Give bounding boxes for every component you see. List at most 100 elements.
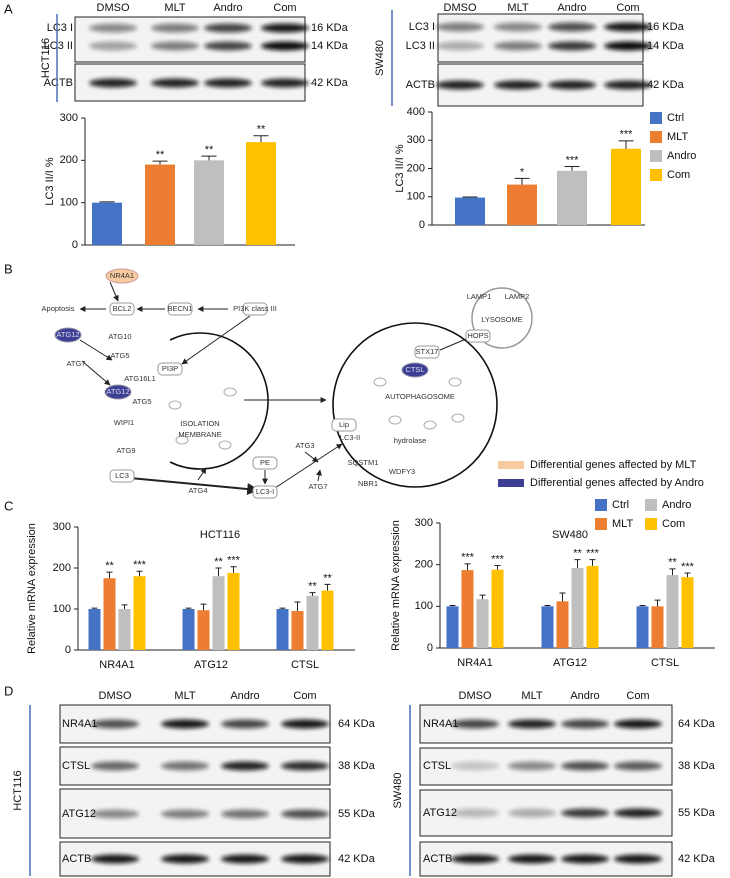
- error-bar: [294, 601, 301, 612]
- y-tick-label: 300: [53, 521, 71, 533]
- band: [281, 809, 329, 819]
- y-tick-label: 0: [65, 644, 71, 656]
- node-label: BECN1: [167, 304, 192, 313]
- bar: [557, 170, 587, 225]
- cell-line-label: HCT116: [12, 770, 24, 810]
- legend-swatch: [595, 518, 607, 530]
- error-bar: [564, 166, 580, 171]
- significance-label: ***: [566, 154, 580, 166]
- y-tick-label: 100: [415, 600, 433, 612]
- error-bar: [618, 140, 634, 149]
- bar: [507, 184, 537, 225]
- band: [614, 808, 662, 818]
- x-tick-label: ATG12: [194, 659, 228, 671]
- band: [161, 761, 209, 771]
- bar: [446, 606, 459, 648]
- band-label: ACTB: [406, 79, 435, 91]
- legend-swatch: [645, 518, 657, 530]
- band: [494, 22, 542, 32]
- node-label: ATG7: [66, 359, 85, 368]
- legend-label: Com: [667, 169, 690, 181]
- vesicle: [373, 377, 387, 387]
- lysosome-membrane: [471, 287, 533, 349]
- node-shape: [109, 302, 135, 316]
- band-label: ACTB: [62, 853, 91, 865]
- significance-label: ***: [620, 129, 634, 141]
- band: [614, 719, 662, 729]
- band: [614, 854, 662, 864]
- bar: [321, 590, 334, 650]
- x-tick-label: NR4A1: [457, 657, 492, 669]
- lane-label: Andro: [570, 690, 599, 702]
- lane-label: Com: [293, 690, 316, 702]
- band: [221, 719, 269, 729]
- error-bar: [669, 568, 676, 576]
- bar: [455, 197, 485, 225]
- lane-label: MLT: [521, 690, 542, 702]
- x-tick-label: NR4A1: [99, 659, 134, 671]
- panel-label: C: [4, 498, 13, 513]
- node-label: ISOLATION: [180, 419, 219, 428]
- node-label: LC3-I: [256, 487, 274, 496]
- significance-label: ***: [586, 548, 600, 560]
- y-tick-label: 200: [415, 559, 433, 571]
- node-shape: [104, 384, 132, 400]
- node-label: hydrolase: [394, 436, 427, 445]
- band: [561, 719, 609, 729]
- band-label: NR4A1: [62, 718, 97, 730]
- band-label: LC3 II: [44, 40, 73, 52]
- band: [221, 809, 269, 819]
- band: [91, 719, 139, 729]
- band: [561, 761, 609, 771]
- pathway-diagram: [79, 281, 533, 495]
- significance-label: **: [308, 581, 317, 593]
- significance-label: **: [214, 556, 223, 568]
- error-bar: [514, 177, 530, 185]
- arrow: [181, 315, 251, 365]
- vesicle: [223, 387, 237, 397]
- band: [91, 809, 139, 819]
- node-shape: [252, 485, 278, 499]
- band: [436, 80, 484, 90]
- error-bar: [200, 603, 207, 611]
- band-label: NR4A1: [423, 718, 458, 730]
- node-label: PI3P: [162, 364, 178, 373]
- band-label: LC3 II: [406, 40, 435, 52]
- bar: [145, 164, 175, 245]
- node-label: LC3: [115, 471, 129, 480]
- node-label: BCL2: [113, 304, 132, 313]
- lane-label: Com: [273, 2, 296, 14]
- error-bar: [574, 559, 581, 568]
- band: [604, 41, 652, 51]
- lane-label: MLT: [174, 690, 195, 702]
- band-size: 38 KDa: [338, 760, 376, 772]
- vesicle: [168, 400, 182, 410]
- arrow: [109, 281, 119, 302]
- bar: [103, 578, 116, 650]
- node-label: HOPS: [467, 331, 488, 340]
- y-tick-label: 200: [407, 162, 425, 174]
- y-tick-label: 0: [419, 219, 425, 231]
- error-bar: [152, 160, 168, 165]
- arrow: [79, 339, 113, 361]
- band: [261, 78, 309, 88]
- error-bar: [639, 605, 646, 607]
- node-label: LAMP2: [505, 292, 530, 301]
- legend-label: Differential genes affected by MLT: [530, 459, 697, 471]
- y-tick-label: 0: [427, 642, 433, 654]
- band-label: CTSL: [423, 760, 451, 772]
- node-label: SQSTM1: [348, 458, 379, 467]
- y-tick-label: 300: [415, 517, 433, 529]
- legend-label: MLT: [612, 518, 633, 530]
- legend-swatch: [650, 169, 662, 181]
- significance-label: ***: [227, 555, 241, 567]
- node-shape: [167, 302, 193, 316]
- vesicle: [451, 413, 465, 423]
- band: [604, 80, 652, 90]
- connector: [439, 338, 467, 351]
- band: [436, 22, 484, 32]
- error-bar: [684, 572, 691, 578]
- band: [91, 854, 139, 864]
- arrow: [129, 477, 260, 495]
- lane-label: Andro: [213, 2, 242, 14]
